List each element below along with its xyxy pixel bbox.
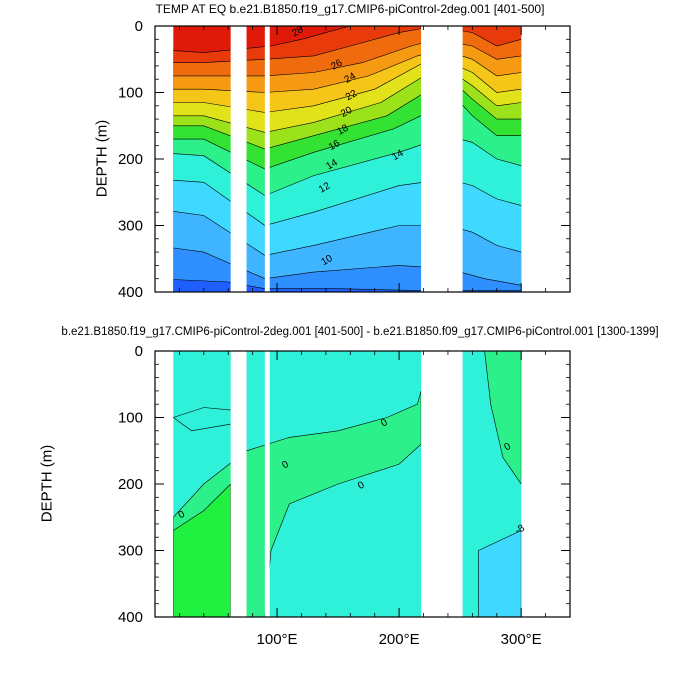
bottom-panel-title: b.e21.B1850.f19_g17.CMIP6-piControl-2deg… [61, 326, 659, 338]
top-contour-field [173, 26, 522, 292]
top-panel-title: TEMP AT EQ b.e21.B1850.f19_g17.CMIP6-piC… [155, 2, 545, 16]
top-contour-label: 16 [327, 138, 343, 153]
bottom-band-positive-strong [173, 483, 231, 617]
top-land-gap-0 [230, 26, 247, 292]
bottom-y-tick-label: 300 [118, 543, 143, 560]
bottom-band-negative [478, 530, 522, 617]
bottom-contour-label: 0 [280, 459, 291, 472]
top-contour-label: 10 [320, 253, 336, 268]
bottom-x-tick-label: 200°E [379, 631, 420, 648]
bottom-band-east [484, 351, 522, 485]
top-contour-label: 12 [317, 180, 333, 195]
bottom-land-gap-1 [264, 351, 270, 617]
bottom-y-tick-label: 400 [118, 609, 143, 626]
bottom-land-gap-0 [230, 351, 247, 617]
bottom-contour-label: 0 [356, 479, 367, 492]
top-contour-label: 24 [343, 71, 359, 86]
bottom-contour-label: 0 [177, 509, 188, 522]
top-contour-label: 28 [290, 24, 306, 39]
bottom-contour-label: 0 [503, 441, 514, 454]
top-contour-label: 14 [390, 148, 406, 163]
bottom-y-tick-label: 0 [135, 343, 143, 360]
top-contour-label: 18 [335, 122, 351, 137]
bottom-x-tick-label: 100°E [257, 631, 298, 648]
top-contour-label: 22 [344, 88, 360, 103]
top-y-tick-label: 0 [135, 18, 143, 35]
top-contour-label: 14 [324, 157, 340, 172]
bottom-contour-field [173, 351, 522, 617]
top-land-gap-2 [421, 26, 463, 292]
bottom-land-gap-2 [421, 351, 463, 617]
top-contour-label: 20 [339, 105, 355, 120]
top-y-tick-label: 300 [118, 218, 143, 235]
top-y-tick-label: 200 [118, 151, 143, 168]
top-land-gap-1 [264, 26, 270, 292]
bottom-contour-label: 0 [379, 417, 390, 430]
bottom-y-tick-label: 200 [118, 476, 143, 493]
bottom-y-tick-label: 100 [118, 410, 143, 427]
top-contour-label: 26 [329, 57, 345, 72]
bottom-x-tick-label: 300°E [501, 631, 542, 648]
top-y-tick-label: 400 [118, 284, 143, 301]
top-y-tick-label: 100 [118, 85, 143, 102]
